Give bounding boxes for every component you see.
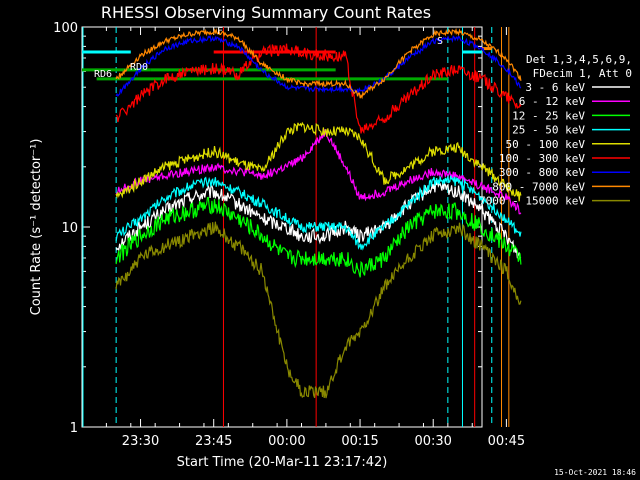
overlay-lines xyxy=(82,27,510,427)
legend-item-label: 6 - 12 keV xyxy=(519,95,586,108)
series-line xyxy=(115,180,522,259)
x-tick-label: 00:45 xyxy=(488,434,525,449)
x-axis: 23:30 23:45 00:00 00:15 00:30 00:45 xyxy=(81,27,525,449)
legend-item-label: 3 - 6 keV xyxy=(525,81,585,94)
series-12-25-kev xyxy=(115,196,522,278)
legend-item-label: 800 - 7000 keV xyxy=(492,180,585,193)
legend-item-label: 50 - 100 keV xyxy=(506,138,586,151)
series-25-50-kev xyxy=(115,174,522,251)
legend-header-line-2: FDecim 1, Att 0 xyxy=(533,67,632,80)
legend: Det 1,3,4,5,6,9, FDecim 1, Att 0 3 - 6 k… xyxy=(479,53,632,208)
series-line xyxy=(115,43,522,134)
series-3-6-kev xyxy=(115,180,522,259)
series-100-300-kev xyxy=(115,43,522,134)
y-tick-label: 10 xyxy=(61,221,78,236)
series-line xyxy=(115,174,522,251)
series-7000-15000-kev xyxy=(115,221,522,399)
x-tick-label: 00:00 xyxy=(268,434,305,449)
series-300-800-kev xyxy=(115,34,522,97)
series-800-7000-kev xyxy=(115,27,522,100)
series-line xyxy=(115,196,522,278)
x-tick-label: 23:30 xyxy=(122,434,159,449)
legend-header-line-1: Det 1,3,4,5,6,9, xyxy=(526,53,632,66)
series-line xyxy=(115,27,522,100)
series-6-12-kev xyxy=(115,129,522,215)
series-line xyxy=(115,129,522,215)
chart-title: RHESSI Observing Summary Count Rates xyxy=(101,3,431,22)
series-line xyxy=(115,121,522,202)
series-50-100-kev xyxy=(115,121,522,202)
legend-item-label: 100 - 300 keV xyxy=(499,152,585,165)
x-tick-label: 23:45 xyxy=(195,434,232,449)
series-group xyxy=(115,27,522,399)
legend-item-label: 300 - 800 keV xyxy=(499,166,585,179)
x-tick-label: 00:30 xyxy=(414,434,451,449)
x-tick-label: 00:15 xyxy=(341,434,378,449)
y-tick-label: 100 xyxy=(53,21,78,36)
series-line xyxy=(115,221,522,399)
legend-item-label: 7000 - 15000 keV xyxy=(479,195,585,208)
x-axis-label: Start Time (20-Mar-11 23:17:42) xyxy=(177,455,388,470)
annotation-rd0: RD0 xyxy=(130,62,148,73)
annotation-rd6: RD6 xyxy=(94,69,112,80)
y-axis: 1 10 100 xyxy=(53,21,482,436)
annotation-s: S xyxy=(437,36,443,47)
annotation-f: F xyxy=(217,26,223,37)
series-line xyxy=(115,34,522,97)
legend-item-label: 12 - 25 keV xyxy=(512,109,585,122)
legend-item-label: 25 - 50 keV xyxy=(512,124,585,137)
footer-date: 15-Oct-2021 18:46 xyxy=(554,468,636,477)
y-tick-label: 1 xyxy=(70,421,78,436)
y-axis-label: Count Rate (s⁻¹ detector⁻¹) xyxy=(29,139,44,316)
